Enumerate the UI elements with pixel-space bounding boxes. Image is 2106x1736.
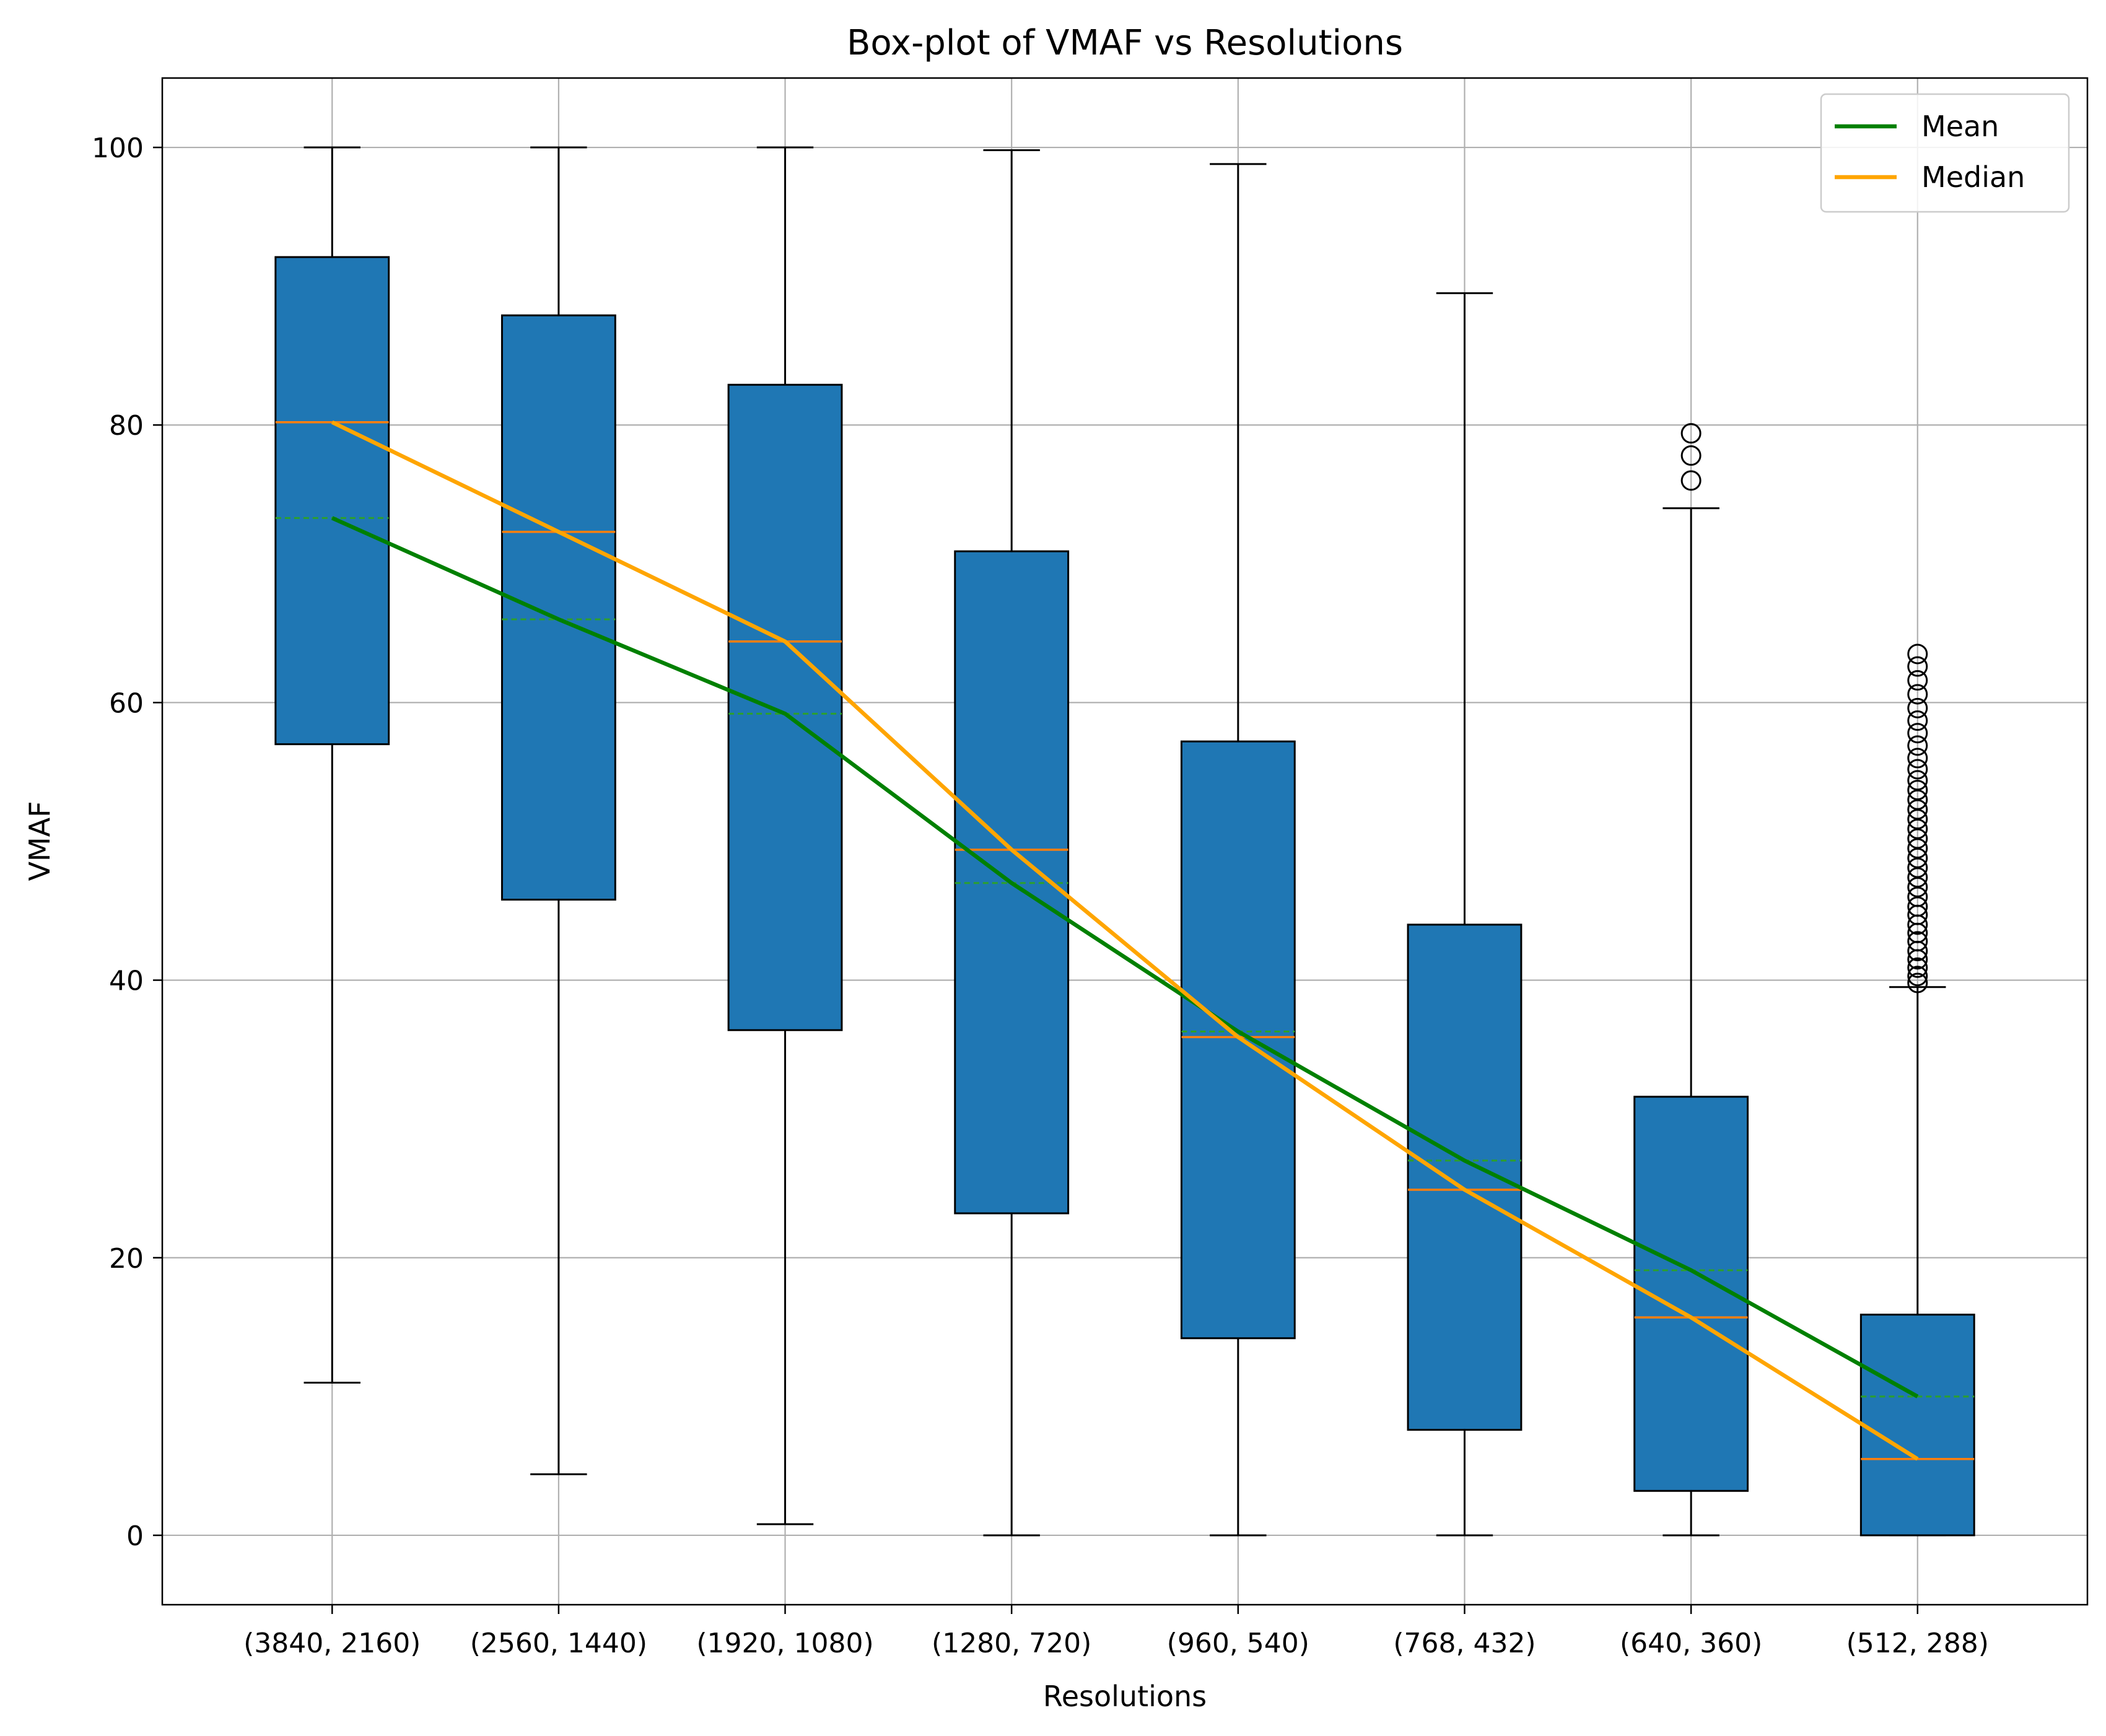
legend-label-mean: Mean [1921, 110, 1999, 143]
y-tick-label: 100 [92, 133, 144, 164]
outlier-point [1907, 643, 1928, 665]
y-tick-label: 20 [109, 1243, 144, 1275]
x-tick-label: (3840, 2160) [243, 1628, 421, 1659]
box-body [1180, 740, 1296, 1340]
legend-label-median: Median [1921, 160, 2025, 194]
box-body [1859, 1314, 1975, 1537]
legend: Mean Median [1820, 93, 2070, 213]
x-tick-label: (1920, 1080) [696, 1628, 873, 1659]
outlier-point [1680, 445, 1702, 466]
x-tick-label: (960, 540) [1167, 1628, 1309, 1659]
box-body [1633, 1096, 1749, 1492]
outlier-point [1907, 759, 1928, 780]
outlier-point [1907, 656, 1928, 677]
series-lines [331, 420, 1919, 1461]
box-body [727, 383, 843, 1031]
outlier-point [1907, 780, 1928, 801]
outlier-point [1907, 957, 1928, 978]
outlier-point [1907, 684, 1928, 705]
legend-box [1820, 93, 2070, 213]
y-tick-label: 60 [109, 687, 144, 719]
outlier-point [1907, 735, 1928, 756]
outlier-point [1907, 670, 1928, 691]
outlier-point [1907, 697, 1928, 718]
x-tick-label: (1280, 720) [932, 1628, 1091, 1659]
outlier-point [1907, 748, 1928, 769]
y-tick-label: 80 [109, 410, 144, 442]
outlier-point [1907, 710, 1928, 731]
box-body [500, 314, 616, 901]
outlier-point [1907, 770, 1928, 791]
x-tick-label: (2560, 1440) [470, 1628, 647, 1659]
outlier-point [1907, 723, 1928, 744]
axis-ticks: 0 20 40 60 80 100 (3840, 2160) (2560, 1440) (192… [92, 133, 1989, 1659]
chart-title: Box-plot of VMAF vs Resolutions [847, 23, 1403, 63]
y-tick-label: 40 [109, 966, 144, 997]
box-layer [274, 146, 1975, 1537]
plot-frame [161, 77, 2089, 1606]
y-axis-label: VMAF [23, 801, 56, 881]
box-body [1407, 923, 1523, 1431]
x-axis-label: Resolutions [1043, 1680, 1207, 1713]
series-line-mean [331, 516, 1919, 1398]
series-line-median [331, 420, 1919, 1461]
outlier-point [1680, 423, 1702, 444]
outlier-point [1907, 931, 1928, 952]
outlier-point [1907, 972, 1928, 993]
x-tick-label: (640, 360) [1620, 1628, 1762, 1659]
box-body [274, 256, 390, 746]
x-tick-label: (512, 288) [1846, 1628, 1989, 1659]
outlier-point [1907, 966, 1928, 987]
x-tick-label: (768, 432) [1393, 1628, 1536, 1659]
outlier-point [1680, 470, 1702, 491]
y-tick-label: 0 [126, 1520, 144, 1552]
